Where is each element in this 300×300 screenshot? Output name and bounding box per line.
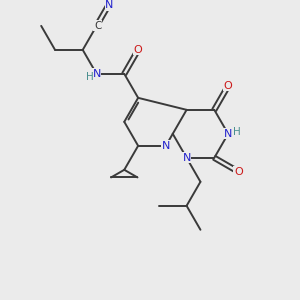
Text: O: O [234, 167, 243, 177]
Text: N: N [224, 129, 232, 139]
Text: C: C [94, 21, 101, 31]
Text: H: H [233, 127, 241, 137]
Text: N: N [105, 1, 113, 10]
Text: N: N [92, 69, 101, 79]
Text: O: O [224, 81, 233, 91]
Text: N: N [182, 153, 191, 163]
Text: N: N [162, 141, 170, 151]
Text: H: H [86, 72, 94, 82]
Text: O: O [134, 45, 142, 55]
